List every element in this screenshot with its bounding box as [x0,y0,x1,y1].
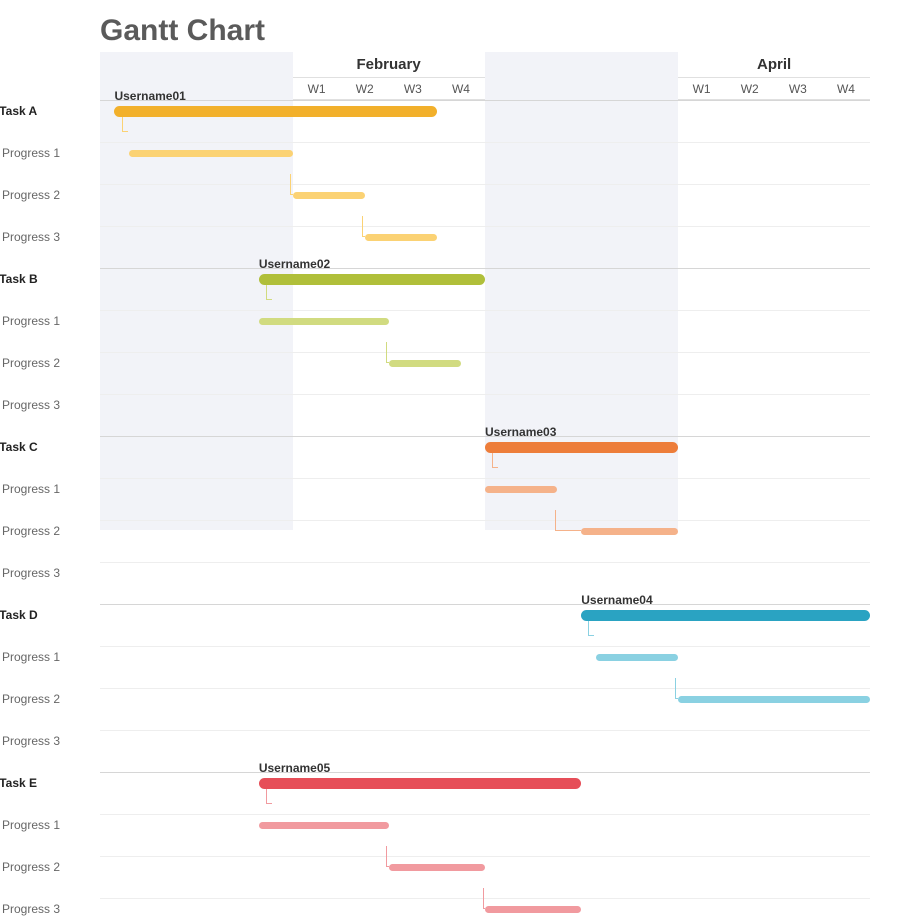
progress-label: Progress 2 [0,521,95,542]
progress-row: Progress 1 [100,814,870,835]
progress-bar [129,150,293,157]
week-cell: W4 [822,78,870,99]
progress-row: Progress 3 [100,226,870,247]
progress-label: Progress 1 [0,311,95,332]
task-bar [259,778,581,789]
connector [386,846,388,867]
progress-row: Progress 3 [100,562,870,583]
progress-row: Progress 1 [100,646,870,667]
task-bar [485,442,678,453]
task-label: Task D [0,605,95,626]
connector [290,174,292,195]
progress-row: Progress 2 [100,688,870,709]
progress-label: Progress 1 [0,815,95,836]
connector [675,678,677,699]
page-title: Gantt Chart [0,0,900,52]
progress-row: Progress 2 [100,184,870,205]
task-label: Task C [0,437,95,458]
month-cell: April [677,52,870,77]
task-row: Task CUsername03 [100,436,870,457]
week-cell: W2 [726,78,774,99]
progress-row: Progress 2 [100,520,870,541]
progress-bar [581,528,677,535]
progress-label: Progress 2 [0,353,95,374]
task-bar [581,610,870,621]
progress-bar [596,654,678,661]
username-label: Username01 [114,89,185,103]
progress-label: Progress 1 [0,143,95,164]
username-label: Username03 [485,425,556,439]
progress-row: Progress 2 [100,352,870,373]
progress-row: Progress 3 [100,898,870,919]
progress-bar [389,360,461,367]
progress-bar [365,234,437,241]
connector [386,342,388,363]
progress-label: Progress 3 [0,227,95,248]
username-label: Username05 [259,761,330,775]
progress-label: Progress 3 [0,395,95,416]
connector [483,888,485,909]
progress-bar [678,696,871,703]
connector [555,510,581,531]
task-row: Task EUsername05 [100,772,870,793]
week-cell: W3 [389,78,437,99]
week-cell: W1 [293,78,341,99]
progress-row: Progress 1 [100,478,870,499]
progress-label: Progress 2 [0,689,95,710]
week-cell: W2 [341,78,389,99]
progress-label: Progress 3 [0,563,95,584]
username-label: Username02 [259,257,330,271]
progress-bar [259,318,389,325]
progress-row: Progress 1 [100,310,870,331]
task-row: Task DUsername04 [100,604,870,625]
week-cell: W3 [774,78,822,99]
connector [362,216,364,237]
task-row: Task AUsername01 [100,100,870,121]
progress-row: Progress 2 [100,856,870,877]
progress-bar [259,822,389,829]
alt-band [100,52,293,530]
progress-label: Progress 2 [0,857,95,878]
progress-bar [485,906,581,913]
progress-label: Progress 3 [0,899,95,920]
progress-row: Progress 3 [100,730,870,751]
week-cell: W4 [437,78,485,99]
grid-area: Task AUsername01 Progress 1 Progress 2 Prog… [100,100,870,530]
username-label: Username04 [581,593,652,607]
progress-bar [389,864,485,871]
gantt-chart: JanuaryFebruaryMarchApril W1W2W3W4W1W2W3… [100,52,870,532]
week-cell: W1 [678,78,726,99]
progress-label: Progress 1 [0,647,95,668]
task-label: Task A [0,101,95,122]
task-label: Task E [0,773,95,794]
progress-label: Progress 1 [0,479,95,500]
task-bar [259,274,485,285]
progress-bar [485,486,557,493]
progress-label: Progress 3 [0,731,95,752]
progress-row: Progress 1 [100,142,870,163]
month-cell: February [292,52,485,77]
task-label: Task B [0,269,95,290]
task-row: Task BUsername02 [100,268,870,289]
alt-band [485,52,678,530]
progress-bar [293,192,365,199]
progress-label: Progress 2 [0,185,95,206]
progress-row: Progress 3 [100,394,870,415]
task-bar [114,106,436,117]
